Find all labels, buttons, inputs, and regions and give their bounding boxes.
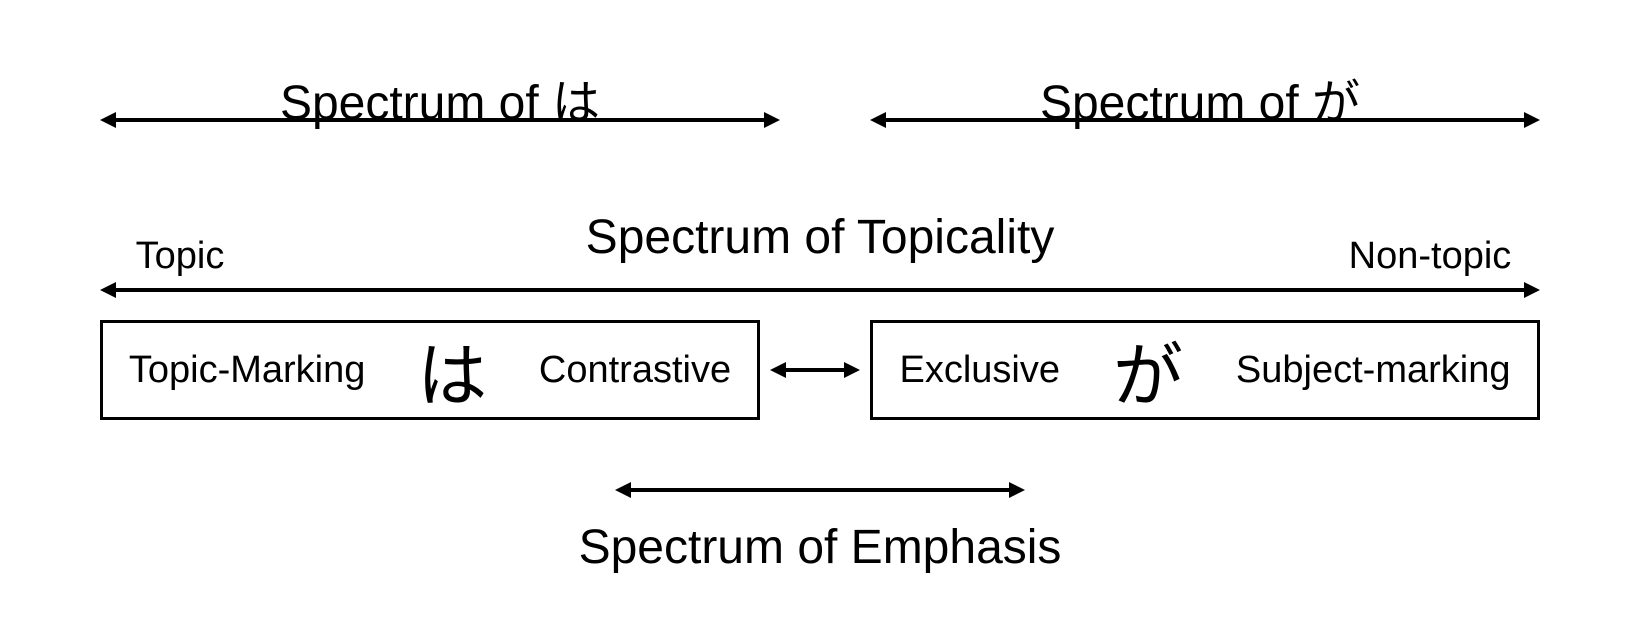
spectrum-ha-label: Spectrum of は	[280, 63, 600, 133]
exclusive-label: Exclusive	[899, 349, 1060, 392]
spectrum-ga-label: Spectrum of が	[1040, 63, 1360, 133]
topic-label: Topic	[136, 235, 225, 278]
ha-character: は	[417, 320, 487, 421]
ha-box: Topic-Marking は Contrastive	[100, 320, 760, 420]
contrastive-label: Contrastive	[539, 349, 731, 392]
center-double-arrow	[770, 355, 860, 385]
non-topic-label: Non-topic	[1349, 235, 1512, 278]
spectrum-topicality-title: Spectrum of Topicality	[586, 210, 1055, 265]
ga-character: が	[1113, 320, 1183, 421]
emphasis-double-arrow	[615, 475, 1025, 505]
spectrum-emphasis-label: Spectrum of Emphasis	[579, 520, 1062, 575]
subject-marking-label: Subject-marking	[1236, 349, 1511, 392]
ga-box: Exclusive が Subject-marking	[870, 320, 1540, 420]
topicality-double-arrow	[100, 275, 1540, 305]
topic-marking-label: Topic-Marking	[129, 349, 366, 392]
